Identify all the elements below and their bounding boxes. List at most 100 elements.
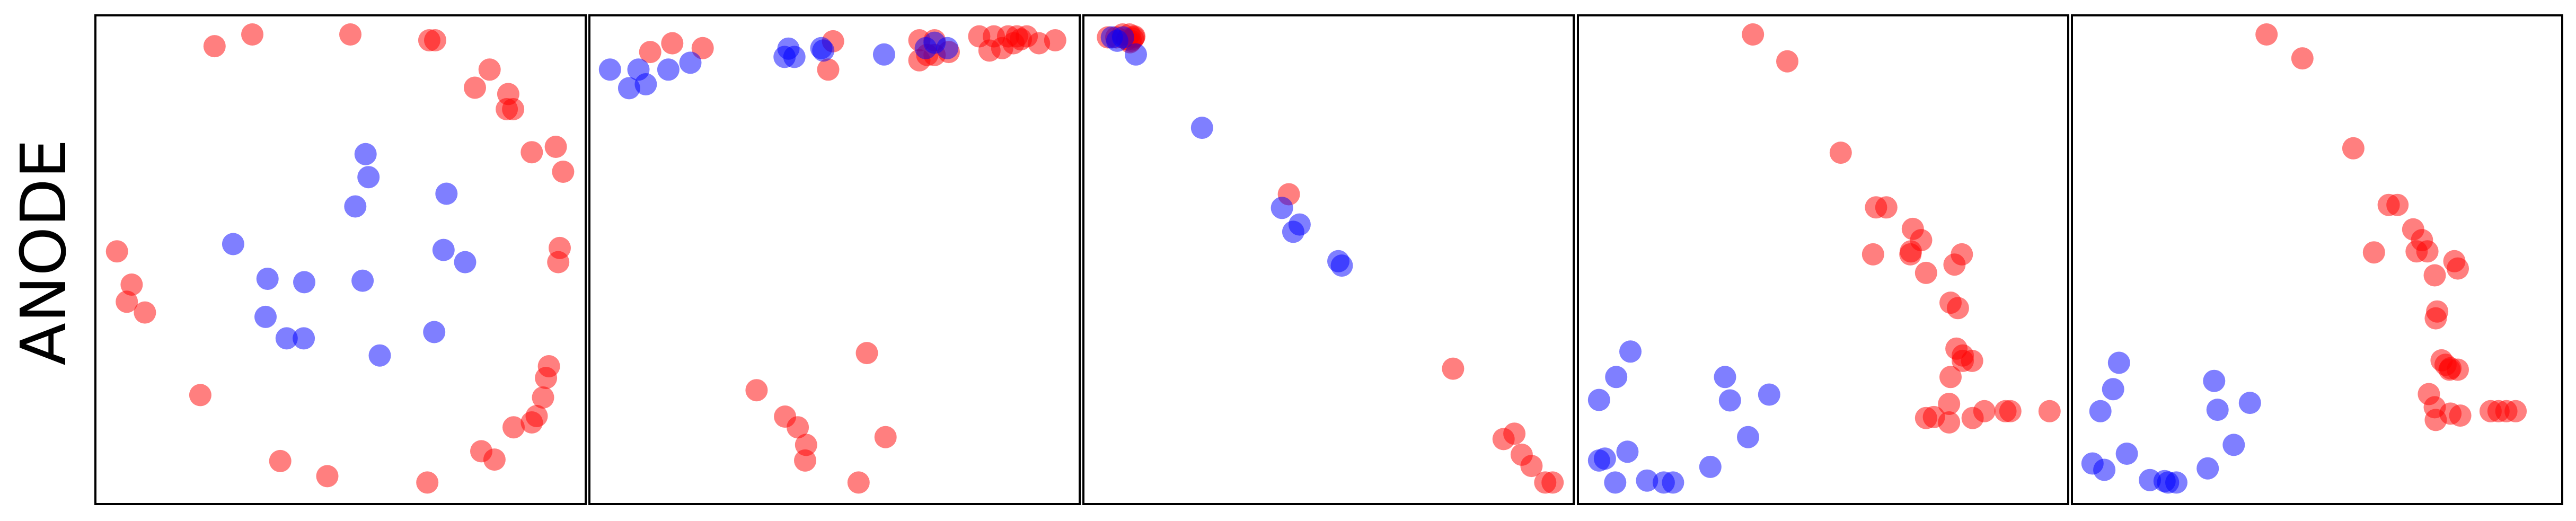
data-point	[293, 327, 315, 350]
data-point	[203, 35, 226, 58]
data-point	[1125, 43, 1147, 66]
data-point	[1938, 411, 1961, 434]
data-point	[2203, 369, 2226, 392]
data-point	[1044, 29, 1066, 51]
data-point	[617, 77, 640, 100]
series-2	[2081, 351, 2261, 494]
data-point	[120, 273, 143, 296]
data-point	[1718, 389, 1741, 412]
data-point	[454, 251, 477, 273]
data-point	[2291, 47, 2314, 70]
scatter-panel-1	[94, 14, 587, 505]
data-point	[116, 290, 138, 313]
panel-frame	[2071, 14, 2563, 505]
data-point	[634, 73, 657, 95]
data-point	[1330, 254, 1353, 277]
panel-frame	[1577, 14, 2069, 505]
data-point	[978, 39, 1001, 62]
data-point	[222, 233, 244, 255]
data-point	[1943, 253, 1966, 276]
data-point	[535, 367, 558, 390]
data-point	[423, 321, 446, 343]
data-point	[344, 195, 367, 218]
series-1	[105, 23, 575, 494]
data-point	[1776, 50, 1798, 73]
data-point	[872, 43, 895, 66]
data-point	[339, 23, 361, 46]
data-point	[2423, 264, 2446, 287]
data-point	[1604, 471, 1627, 494]
data-point	[316, 465, 339, 488]
data-point	[502, 416, 525, 439]
data-point	[2089, 400, 2112, 422]
data-point	[657, 58, 680, 81]
data-point	[874, 426, 897, 448]
data-point	[351, 269, 374, 292]
series-1	[1742, 23, 2061, 434]
data-point	[2093, 458, 2116, 481]
data-point	[691, 37, 714, 59]
data-point	[817, 58, 840, 81]
series-1	[639, 25, 1066, 494]
data-point	[1737, 426, 1759, 448]
data-point	[354, 143, 377, 165]
data-point	[1938, 393, 1961, 415]
scatter-panel-3	[1082, 14, 1575, 505]
data-point	[1961, 349, 1983, 372]
data-point	[787, 416, 809, 439]
data-point	[532, 386, 554, 409]
panel-frame	[94, 14, 587, 505]
data-point	[2386, 193, 2409, 216]
data-point	[1636, 469, 1658, 492]
data-point	[2405, 240, 2428, 263]
scatter-panel-4	[1577, 14, 2069, 505]
data-point	[416, 471, 439, 494]
data-point	[2504, 400, 2527, 422]
data-point	[1605, 366, 1628, 388]
data-point	[1946, 297, 1969, 320]
series-2	[222, 143, 477, 367]
data-point	[134, 301, 156, 324]
data-point	[2238, 392, 2261, 414]
data-point	[1616, 440, 1639, 463]
data-point	[2107, 351, 2130, 374]
data-point	[424, 29, 446, 51]
data-point	[521, 141, 543, 164]
data-point	[464, 76, 486, 99]
series-1	[2255, 23, 2527, 431]
data-point	[1862, 243, 1884, 266]
scatter-panels	[94, 14, 2563, 505]
data-point	[1875, 196, 1898, 219]
data-point	[478, 58, 501, 81]
data-point	[1619, 340, 1642, 363]
data-point	[2102, 378, 2124, 401]
data-point	[745, 379, 768, 402]
data-point	[254, 305, 277, 328]
row-label: ANODE	[7, 139, 80, 365]
data-point	[1587, 388, 1610, 411]
data-point	[432, 239, 455, 261]
data-point	[269, 449, 292, 472]
data-point	[2447, 358, 2469, 381]
data-point	[1282, 220, 1304, 243]
data-point	[1714, 366, 1736, 388]
data-point	[2196, 457, 2219, 480]
data-point	[105, 240, 128, 263]
data-point	[357, 166, 380, 189]
data-point	[241, 23, 263, 46]
data-point	[1442, 357, 1465, 380]
data-point	[544, 136, 567, 158]
data-point	[661, 32, 684, 55]
data-point	[1915, 261, 1937, 284]
data-point	[1699, 455, 1722, 478]
data-point	[1541, 471, 1564, 494]
data-point	[1503, 422, 1526, 445]
data-point	[2206, 399, 2229, 421]
series-2	[1587, 340, 1780, 494]
data-point	[1587, 449, 1610, 472]
series-2	[1100, 26, 1353, 277]
data-point	[1961, 407, 1984, 429]
data-point	[2342, 137, 2365, 160]
data-point	[483, 448, 506, 471]
